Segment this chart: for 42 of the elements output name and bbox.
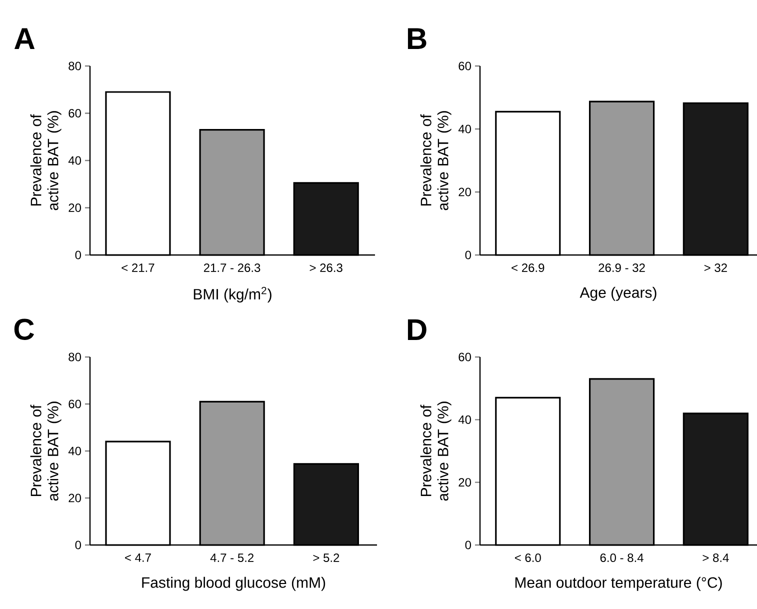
x-tick-label: 6.0 - 8.4 bbox=[600, 554, 644, 562]
chart-title: D bbox=[408, 319, 426, 340]
y-tick-label: 0 bbox=[75, 250, 82, 260]
x-tick-label: > 26.3 bbox=[310, 264, 342, 272]
chart-title: C bbox=[14, 318, 34, 340]
x-tick-label: > 5.2 bbox=[313, 554, 340, 562]
x-tick-label: 21.7 - 26.3 bbox=[204, 264, 260, 272]
x-axis-title: BMI (kg/m$^{2}$) bbox=[194, 286, 272, 302]
y-tick-label: 20 bbox=[68, 494, 82, 502]
y-tick-label: 80 bbox=[68, 352, 82, 362]
y-axis-title: Prevalence of active BAT (%) bbox=[420, 402, 452, 501]
y-axis-title: Prevalence of active BAT (%) bbox=[30, 402, 62, 501]
chart-title: A bbox=[14, 28, 35, 49]
chart-title: B bbox=[408, 28, 426, 49]
y-axis-title: Prevalence of active BAT (%) bbox=[420, 111, 452, 210]
x-axis-title: Fasting blood glucose (mM) bbox=[142, 576, 326, 591]
y-tick-label: 40 bbox=[68, 156, 82, 165]
x-tick-label: < 21.7 bbox=[122, 264, 154, 272]
x-tick-label: 4.7 - 5.2 bbox=[210, 554, 254, 562]
y-tick-label: 40 bbox=[458, 124, 472, 134]
y-tick-label: 40 bbox=[458, 415, 472, 424]
y-tick-label: 0 bbox=[465, 540, 472, 550]
y-axis-title: Prevalence of active BAT (%) bbox=[30, 111, 62, 210]
y-tick-label: 40 bbox=[68, 446, 82, 456]
y-tick-label: 20 bbox=[68, 204, 82, 212]
y-tick-label: 60 bbox=[68, 400, 82, 408]
x-axis-title: Age (years) bbox=[580, 286, 656, 301]
x-tick-label: < 6.0 bbox=[514, 554, 541, 562]
x-tick-label: 26.9 - 32 bbox=[598, 264, 645, 272]
y-tick-label: 20 bbox=[458, 478, 472, 487]
y-tick-label: 20 bbox=[458, 188, 472, 196]
y-tick-label: 0 bbox=[465, 250, 472, 260]
y-tick-label: 80 bbox=[68, 62, 82, 70]
x-tick-label: > 32 bbox=[704, 264, 727, 272]
y-tick-label: 60 bbox=[68, 109, 82, 118]
x-tick-label: < 26.9 bbox=[512, 264, 544, 272]
y-tick-label: 60 bbox=[458, 352, 472, 362]
y-tick-label: 0 bbox=[75, 540, 82, 550]
x-tick-label: < 4.7 bbox=[125, 554, 151, 562]
y-tick-label: 60 bbox=[458, 62, 472, 70]
x-axis-title: Mean outdoor temperature (°C) bbox=[515, 576, 722, 591]
x-tick-label: > 8.4 bbox=[702, 554, 729, 562]
